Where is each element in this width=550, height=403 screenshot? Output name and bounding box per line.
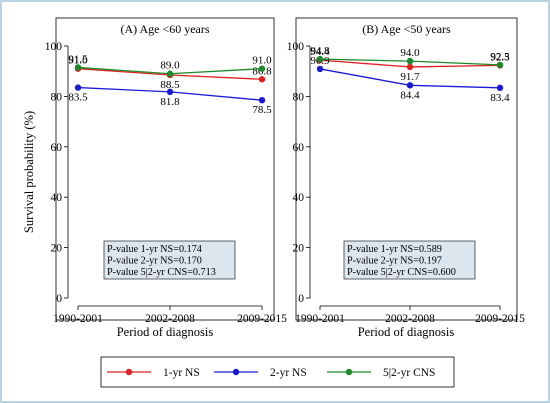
stats-line: P-value 2-yr NS=0.170: [107, 256, 202, 267]
x-tick-label: 2002-2008: [145, 313, 195, 325]
x-axis-title-b: Period of diagnosis: [358, 325, 455, 339]
y-tick-label: 0: [56, 293, 62, 305]
panel-a: (A) Age <60 years 0 20 40 60 80 100 1990-2001 20…: [45, 17, 287, 325]
x-axis-title-a: Period of diagnosis: [117, 325, 214, 339]
legend-label: 5|2-yr CNS: [383, 367, 435, 379]
y-axis-title: Survival probability (%): [22, 111, 36, 233]
y-tick-label: 100: [287, 41, 305, 53]
y-tick-label: 60: [51, 142, 63, 154]
y-tick-label: 20: [293, 243, 305, 255]
data-label: 91.0: [68, 55, 88, 67]
panel-b: (B) Age <50 years 0 20 40 60 80 100 1990-2001 20…: [287, 17, 525, 325]
data-point: [496, 84, 504, 92]
data-point: [258, 76, 266, 83]
legend-swatch-marker: [345, 368, 353, 376]
stats-line: P-value 1-yr NS=0.589: [347, 244, 442, 255]
data-label: 94.8: [310, 45, 330, 57]
data-point: [316, 65, 324, 73]
legend-swatch-marker: [232, 368, 240, 376]
legend-label: 1-yr NS: [163, 367, 200, 379]
data-point: [166, 70, 174, 77]
data-point: [74, 84, 82, 91]
y-tick-label: 100: [45, 41, 63, 53]
data-label: 83.4: [490, 92, 510, 104]
data-label: 78.5: [252, 104, 272, 116]
legend-label: 2-yr NS: [270, 367, 307, 379]
x-tick-label: 2009-2015: [475, 313, 525, 325]
stats-line: P-value 1-yr NS=0.174: [107, 244, 202, 255]
data-label: 92.3: [490, 51, 510, 63]
data-point: [74, 64, 82, 71]
data-label: 94.0: [400, 47, 420, 59]
data-label: 81.8: [160, 96, 180, 108]
stats-line: P-value 2-yr NS=0.197: [347, 256, 442, 267]
stats-box: [103, 240, 236, 280]
data-point: [258, 96, 266, 104]
data-label: 89.0: [160, 60, 180, 72]
y-tick-label: 40: [51, 192, 63, 204]
data-label: 94.4: [310, 46, 330, 58]
x-tick-label: 2009-2015: [237, 313, 287, 325]
stats-line: P-value 5|2-yr CNS=0.600: [347, 267, 456, 278]
data-point: [406, 57, 414, 65]
data-label: 83.5: [68, 92, 88, 104]
y-tick-label: 60: [293, 142, 305, 154]
data-point: [258, 65, 266, 72]
stats-line: P-value 5|2-yr CNS=0.713: [107, 267, 216, 278]
y-tick-label: 80: [293, 91, 305, 103]
data-point: [496, 61, 504, 69]
data-point: [406, 82, 414, 89]
data-point: [166, 88, 174, 96]
legend-box: [100, 356, 455, 388]
y-tick-label: 0: [298, 293, 304, 305]
y-tick-label: 40: [293, 192, 305, 204]
y-tick-label: 20: [51, 243, 63, 255]
x-tick-label: 1990-2001: [295, 313, 345, 325]
x-tick-label: 2002-2008: [385, 313, 435, 325]
data-label: 84.4: [400, 89, 420, 101]
legend: 1-yr NS 2-yr NS 5|2-yr CNS: [100, 356, 455, 388]
data-label: 92.5: [490, 51, 510, 63]
panel-title: (B) Age <50 years: [362, 22, 451, 36]
panel-title: (A) Age <60 years: [120, 22, 209, 36]
x-tick-label: 1990-2001: [53, 313, 103, 325]
legend-swatch-marker: [125, 368, 133, 376]
y-tick-label: 80: [51, 91, 63, 103]
data-point: [406, 63, 414, 71]
data-label: 91.7: [400, 71, 420, 83]
stats-box: [343, 240, 476, 280]
data-label: 88.5: [160, 79, 180, 91]
data-label: 91.5: [68, 53, 88, 65]
data-point: [316, 55, 324, 63]
data-label: 91.0: [252, 55, 272, 67]
